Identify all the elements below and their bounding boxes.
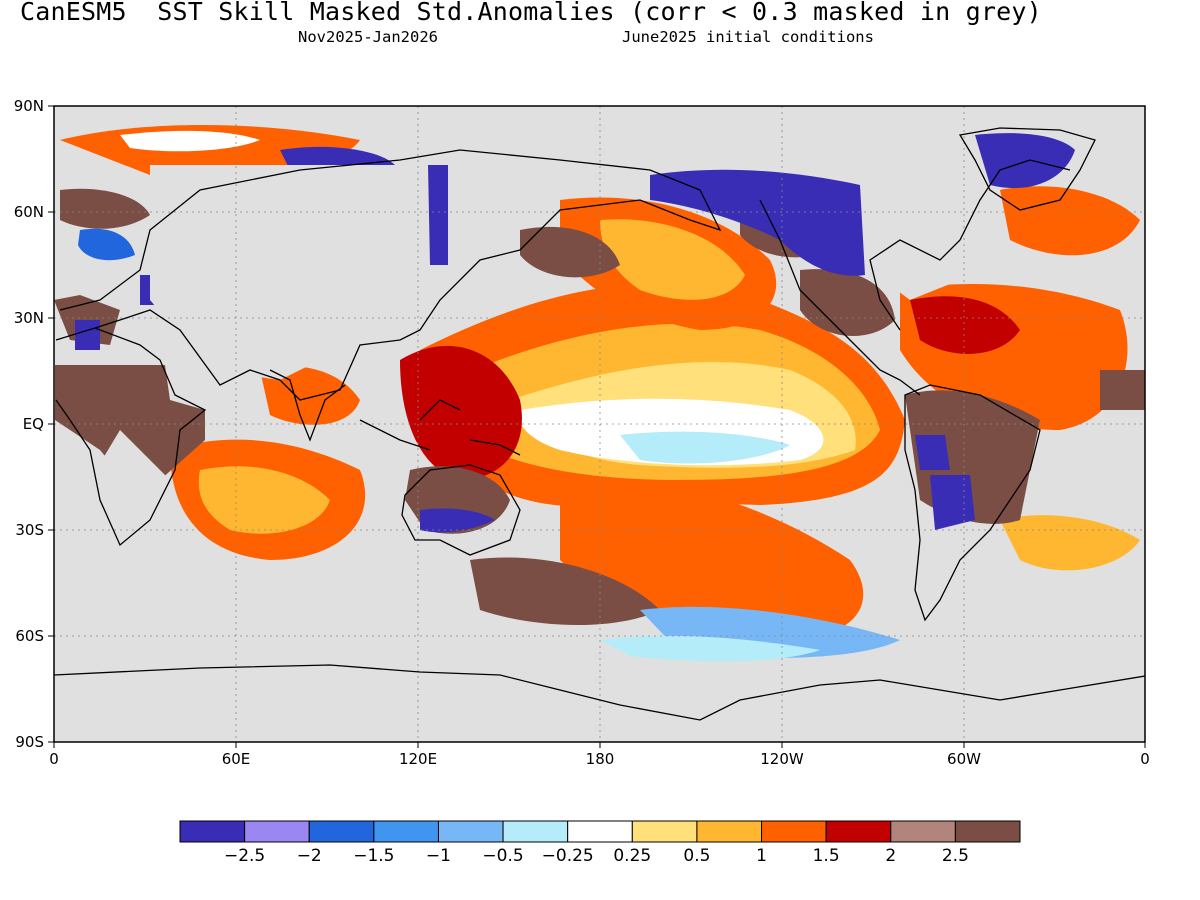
europe-blue <box>78 228 135 261</box>
lon-label-120w: 120W <box>760 750 804 768</box>
colorbar-swatch <box>308 820 375 843</box>
arctic-white <box>120 130 260 152</box>
lon-label-180: 180 <box>585 750 615 768</box>
lat-label-30s: 30S <box>15 521 44 539</box>
australia-blue <box>420 508 495 533</box>
lat-label-eq: EQ <box>22 415 44 433</box>
north-pacific-brown-1 <box>520 226 620 278</box>
colorbar-swatch <box>825 820 892 843</box>
axis-ticks <box>48 105 1146 748</box>
colorbar-tick-label: 1 <box>756 846 767 866</box>
colorbar-swatch <box>567 820 633 843</box>
colorbar-tick-label: 0.5 <box>683 846 711 866</box>
northeast-pacific-orange <box>600 219 745 300</box>
colorbar-tick-label: −0.25 <box>541 846 594 866</box>
amazon-blue <box>915 435 950 470</box>
colorbar-swatch <box>631 820 698 843</box>
forecast-period: Nov2025-Jan2026 <box>298 28 438 46</box>
north-america-coastline <box>759 159 1071 396</box>
indian-ocean-orange <box>198 466 330 534</box>
lon-label-0: 0 <box>49 750 59 768</box>
eurasia-mask <box>150 165 425 380</box>
map-title: CanESM5 SST Skill Masked Std.Anomalies (… <box>20 0 1042 26</box>
colorbar-swatch <box>696 820 763 843</box>
europe-brown <box>60 188 150 229</box>
colorbar-tick-label: −0.5 <box>482 846 524 866</box>
colorbar-tick-label: −1.5 <box>353 846 395 866</box>
graticule <box>54 106 1145 742</box>
north-atlantic-red <box>910 296 1020 354</box>
map-plot-area <box>54 106 1145 742</box>
colorbar-swatch <box>954 820 1021 843</box>
africa-brown <box>55 365 205 480</box>
western-pacific-red <box>400 345 522 480</box>
colorbar-tick-label: 2 <box>885 846 897 866</box>
southern-ocean-light <box>600 635 820 662</box>
colorbar-swatch <box>179 820 246 843</box>
okhotsk-blue <box>428 165 448 265</box>
subpolar-atlantic-warm <box>1000 186 1140 256</box>
australia-coastline <box>401 464 521 556</box>
lat-label-90s: 90S <box>15 733 44 751</box>
colorbar-swatch <box>761 820 827 843</box>
south-pacific-brown <box>470 557 660 625</box>
gulf-brown <box>800 269 895 337</box>
africa-mask <box>90 430 170 545</box>
initial-conditions-label: June2025 initial conditions <box>622 28 874 46</box>
middle-east-blue <box>75 320 100 350</box>
colorbar-tick-label: 1.5 <box>812 846 840 866</box>
colorbar-tick-label: 0.25 <box>613 846 652 866</box>
south-atlantic-warm <box>1000 515 1140 571</box>
coastlines <box>54 127 1145 721</box>
colorbar-swatch <box>244 820 310 843</box>
lat-label-30n: 30N <box>13 309 44 327</box>
antarctica-coastline <box>54 664 1145 721</box>
hudson-blue <box>975 133 1075 189</box>
india-coastline <box>269 369 346 442</box>
anomaly-fields <box>54 125 1145 662</box>
colorbar-swatch <box>437 820 504 843</box>
colorbar-tick-label: −1 <box>425 846 451 866</box>
lon-label-60w: 60W <box>947 750 981 768</box>
colorbar-swatch <box>890 820 956 843</box>
greenland-sea-brown <box>1100 370 1145 410</box>
colorbar-swatch <box>502 820 569 843</box>
eurasia-coastline <box>59 149 722 401</box>
north-america-mask <box>870 230 960 300</box>
arabian-sea-warm <box>260 366 360 425</box>
lat-label-90n: 90N <box>13 97 44 115</box>
maritime-continent-coastline <box>359 399 521 456</box>
colorbar-tick-label: −2.5 <box>223 846 266 866</box>
africa-coastline <box>55 327 207 547</box>
colorbar-tick-label: 2.5 <box>941 846 969 866</box>
continent-mask <box>90 165 960 545</box>
lon-label-120e: 120E <box>398 750 438 768</box>
south-america-coastline <box>904 384 1041 622</box>
lat-label-60s: 60S <box>15 627 44 645</box>
lon-label-0-east: 0 <box>1140 750 1150 768</box>
colorbar-tick-label: −2 <box>296 846 322 866</box>
colorbar-swatch <box>373 820 439 843</box>
pacific-cool-patch <box>620 431 790 464</box>
lon-label-60e: 60E <box>221 750 251 768</box>
south-america-blue <box>930 475 975 530</box>
greenland-coastline <box>958 127 1096 211</box>
lat-label-60n: 60N <box>13 203 44 221</box>
